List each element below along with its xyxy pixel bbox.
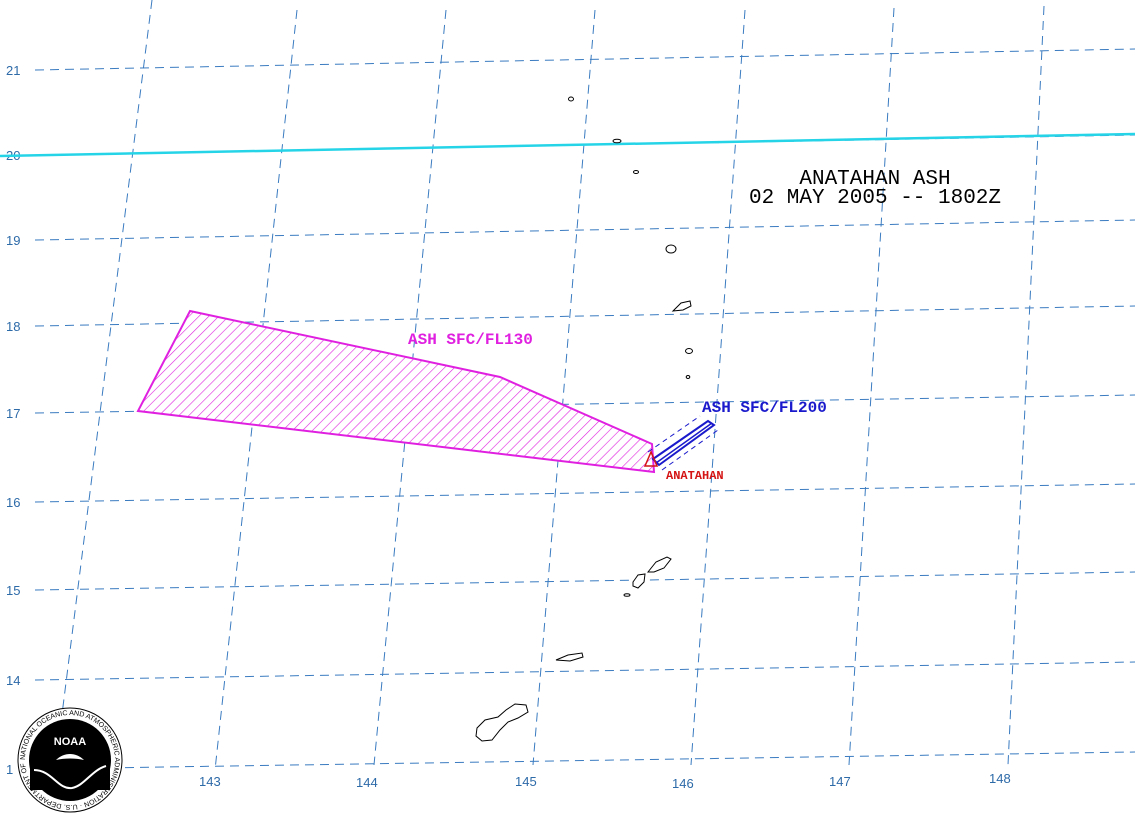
island [568, 96, 574, 102]
lon-label: 143 [199, 774, 221, 789]
lon-label: 145 [515, 774, 537, 789]
island [671, 300, 692, 312]
lat-line-19 [34, 219, 1135, 241]
lon-line-142 [54, 0, 153, 771]
island [555, 652, 584, 662]
lat-label: 1 [6, 762, 13, 777]
fir-boundary-line [0, 132, 1135, 158]
map-title-line2: 02 MAY 2005 -- 1802Z [749, 187, 1001, 210]
island [646, 556, 672, 573]
lon-line-147 [848, 7, 895, 766]
lat-line-16 [34, 483, 1135, 503]
ash-label-fl130: ASH SFC/FL130 [408, 331, 533, 349]
lon-label: 144 [356, 775, 378, 790]
latitude-labels: 21 20 19 18 17 16 15 14 1 [6, 63, 20, 777]
island [612, 138, 622, 144]
map-title-line1: ANATAHAN ASH [799, 168, 950, 191]
lon-label: 147 [829, 774, 851, 789]
ash-label-fl200: ASH SFC/FL200 [702, 399, 827, 417]
lat-label: 19 [6, 233, 20, 248]
lat-label: 21 [6, 63, 20, 78]
island [632, 573, 646, 589]
lat-label: 14 [6, 673, 20, 688]
lon-line-148 [1007, 5, 1045, 766]
island [475, 703, 529, 742]
lon-label: 148 [989, 771, 1011, 786]
ash-area-fl130 [136, 309, 656, 474]
islands [475, 96, 693, 742]
ash-area-fl200 [647, 415, 719, 471]
noaa-logo-text: NOAA [54, 736, 86, 748]
island [685, 348, 693, 354]
lat-line-14 [34, 661, 1135, 681]
lat-line-15 [34, 571, 1135, 591]
volcano-label: ANATAHAN [666, 469, 724, 483]
lon-line-145 [532, 9, 596, 766]
island [685, 375, 691, 379]
island [623, 593, 631, 597]
lat-label: 15 [6, 583, 20, 598]
lon-line-146 [690, 9, 746, 766]
lat-label: 17 [6, 406, 20, 421]
longitude-labels: 143 144 145 146 147 148 [199, 771, 1011, 791]
lat-label: 16 [6, 495, 20, 510]
lat-label: 18 [6, 319, 20, 334]
island [665, 244, 677, 254]
lon-label: 146 [672, 776, 694, 791]
volcano-marker-icon [643, 450, 659, 467]
lat-line-21 [34, 48, 1135, 71]
lat-line-13 [34, 751, 1135, 770]
longitude-gridlines [54, 0, 1045, 771]
island [633, 170, 639, 174]
